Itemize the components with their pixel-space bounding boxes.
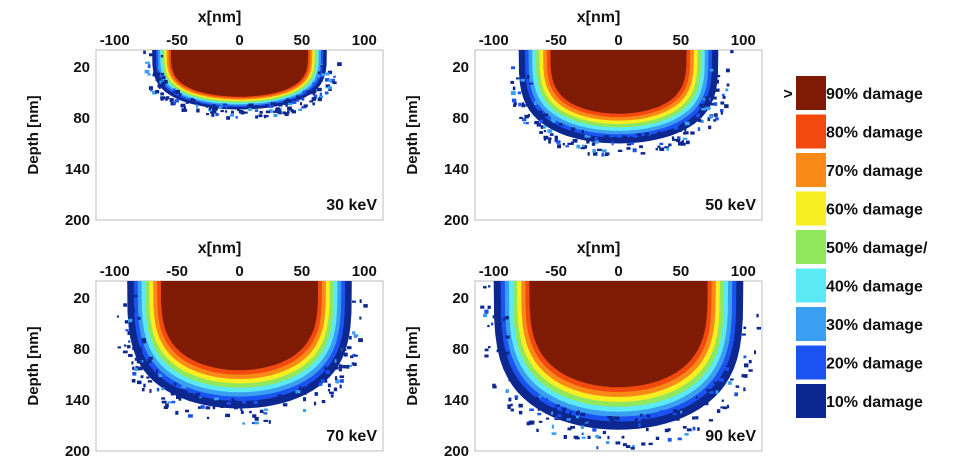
- legend-label: 20% damage: [826, 356, 923, 373]
- x-tick-label: 100: [352, 32, 377, 49]
- legend-label: 50% damage/: [826, 240, 928, 257]
- damage-scatter: [480, 285, 762, 450]
- legend-item: 20% damage: [796, 345, 923, 380]
- x-tick-label: -100: [479, 32, 509, 49]
- energy-label: 30 keV: [326, 197, 377, 214]
- damage-map: [143, 50, 342, 120]
- legend-swatch: [796, 307, 826, 341]
- damage-map: [480, 281, 762, 450]
- legend-label: 30% damage: [826, 317, 923, 334]
- y-axis-label: Depth [nm]: [25, 95, 42, 174]
- legend-item: 50% damage/: [796, 230, 928, 264]
- x-tick-label: 0: [235, 32, 243, 49]
- legend-label: 40% damage: [826, 279, 923, 296]
- legend-label: 80% damage: [826, 125, 923, 142]
- y-tick-label: 80: [73, 341, 90, 358]
- x-tick-label: -50: [545, 263, 567, 280]
- y-tick-label: 80: [73, 110, 90, 127]
- y-tick-label: 80: [452, 110, 469, 127]
- y-tick-label: 200: [444, 212, 469, 229]
- damage-contour-90-pct: [160, 281, 319, 371]
- x-axis-label: x[nm]: [198, 240, 242, 257]
- y-tick-label: 200: [65, 212, 90, 229]
- x-tick-label: -100: [479, 263, 509, 280]
- x-axis-label: x[nm]: [577, 9, 621, 26]
- legend-swatch: [796, 114, 826, 149]
- y-axis-label: Depth [nm]: [404, 95, 421, 174]
- damage-map: [510, 50, 734, 157]
- y-tick-label: 20: [73, 290, 90, 307]
- x-tick-label: 100: [352, 263, 377, 280]
- legend-label: 70% damage: [826, 163, 923, 180]
- legend-swatch: [796, 153, 826, 187]
- legend-swatch: [796, 345, 826, 380]
- y-tick-label: 200: [444, 443, 469, 460]
- chart-panel-4: x[nm] -100 -50 0 50 100 20 80 140 200 Depth [nm] 90…: [404, 240, 763, 460]
- y-tick-label: 140: [65, 161, 90, 178]
- energy-label: 50 keV: [705, 197, 756, 214]
- chart-panel-3: x[nm] -100 -50 0 50 100 20 80 140 200 Depth [nm] 70…: [25, 240, 384, 460]
- legend-item: 90% damage: [796, 76, 923, 110]
- x-axis-label: x[nm]: [198, 9, 242, 26]
- damage-map: [116, 281, 368, 425]
- legend-item: 10% damage: [796, 384, 923, 418]
- damage-scatter: [116, 294, 368, 425]
- legend-item: 80% damage: [796, 114, 923, 149]
- legend-item: 30% damage: [796, 307, 923, 341]
- x-tick-label: 100: [731, 32, 756, 49]
- damage-scatter: [510, 50, 734, 157]
- legend-label: 10% damage: [826, 394, 923, 411]
- chart-panel-1: x[nm] -100 -50 0 50 100 20 80 140 200 Depth [nm] 30…: [25, 9, 384, 229]
- x-tick-label: 0: [235, 263, 243, 280]
- chart-panel-2: x[nm] -100 -50 0 50 100 20 80 140 200 Depth [nm] 50…: [404, 9, 763, 229]
- x-axis-label: x[nm]: [577, 240, 621, 257]
- legend-label: 60% damage: [826, 202, 923, 219]
- y-axis-label: Depth [nm]: [25, 326, 42, 405]
- damage-contour-90-pct: [529, 281, 708, 388]
- x-tick-label: 0: [614, 263, 622, 280]
- x-tick-label: 50: [673, 263, 690, 280]
- energy-label: 70 keV: [326, 428, 377, 445]
- legend-label: 90% damage: [826, 86, 923, 103]
- x-tick-label: -100: [100, 263, 130, 280]
- legend-item: 60% damage: [796, 191, 923, 226]
- y-tick-label: 80: [452, 341, 469, 358]
- energy-label: 90 keV: [705, 428, 756, 445]
- legend-item: 40% damage: [796, 268, 923, 303]
- x-tick-label: -50: [545, 32, 567, 49]
- y-axis-label: Depth [nm]: [404, 326, 421, 405]
- legend-marker: >: [783, 86, 792, 103]
- y-tick-label: 200: [65, 443, 90, 460]
- y-tick-label: 140: [65, 392, 90, 409]
- y-tick-label: 140: [444, 161, 469, 178]
- x-tick-label: 50: [294, 263, 311, 280]
- x-tick-label: 50: [294, 32, 311, 49]
- legend-swatch: [796, 384, 826, 418]
- x-tick-label: 0: [614, 32, 622, 49]
- legend-item: 70% damage: [796, 153, 923, 187]
- damage-contour-90-pct: [170, 50, 309, 97]
- x-tick-label: 100: [731, 263, 756, 280]
- legend-swatch: [796, 191, 826, 226]
- y-tick-label: 20: [452, 59, 469, 76]
- legend: 90% damage 80% damage 70% damage 60% damage…: [783, 76, 928, 418]
- y-tick-label: 20: [73, 59, 90, 76]
- legend-swatch: [796, 76, 826, 110]
- x-tick-label: -100: [100, 32, 130, 49]
- x-tick-label: -50: [166, 263, 188, 280]
- y-tick-label: 20: [452, 290, 469, 307]
- x-tick-label: -50: [166, 32, 188, 49]
- y-tick-label: 140: [444, 392, 469, 409]
- legend-swatch: [796, 268, 826, 303]
- damage-scatter: [143, 50, 342, 120]
- damage-contour-90-pct: [550, 50, 687, 114]
- legend-swatch: [796, 230, 826, 264]
- x-tick-label: 50: [673, 32, 690, 49]
